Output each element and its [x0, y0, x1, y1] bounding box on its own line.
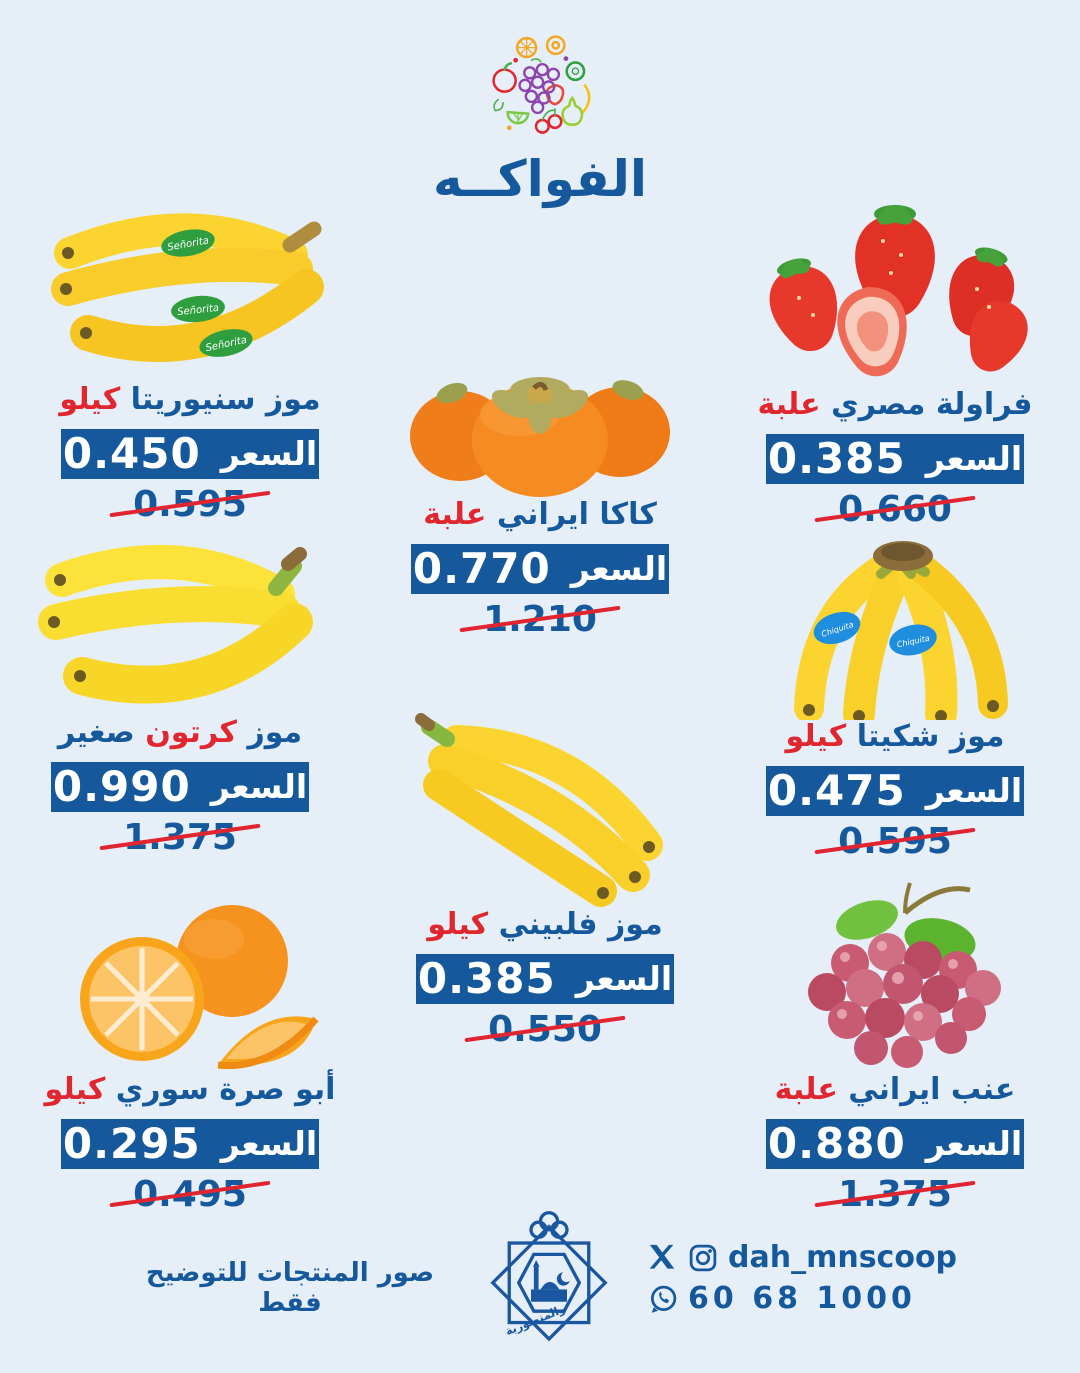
name-red: كيلو [59, 382, 121, 417]
name-red: علبة [757, 387, 821, 422]
price-value: 0.770 [412, 544, 551, 593]
price-bar: السعر 0.385 [416, 953, 674, 1004]
product-name: موز فلبيني كيلو [427, 907, 663, 943]
chiquita-sticker: Chiquita Chiquita [813, 611, 937, 656]
price-bar: السعر 0.880 [766, 1118, 1024, 1169]
old-price: 0.595 [125, 484, 255, 525]
price-value: 0.385 [417, 954, 556, 1003]
name-blue: موز سنيوريتا [130, 382, 321, 417]
product-name: موز سنيوريتا كيلو [59, 382, 321, 418]
price-bar: السعر 0.450 [61, 428, 319, 479]
disclaimer-note: صور المنتجات للتوضيح فقط [145, 1258, 435, 1318]
price-value: 0.880 [767, 1119, 906, 1168]
name-red: كرتون [145, 715, 237, 750]
price-value: 0.475 [767, 766, 906, 815]
svg-text:Señorita: Señorita [177, 303, 220, 318]
price-bar: السعر 0.385 [766, 433, 1024, 484]
name-blue: موز فلبيني [498, 907, 663, 942]
product-name: موز شكيتا كيلو [785, 719, 1005, 755]
old-price: 0.660 [830, 489, 960, 530]
price-bar: السعر 0.770 [411, 543, 669, 594]
chiquita-banana-image: Chiquita Chiquita [745, 528, 1045, 720]
name-blue2: صغير [57, 715, 135, 750]
price-label: السعر [570, 549, 668, 588]
coop-logo: والمنصورية [478, 1204, 620, 1358]
page-title: الفواكــه [433, 150, 647, 208]
price-label: السعر [220, 434, 318, 473]
name-blue: أبو صرة سوري [115, 1072, 336, 1107]
product-name: موز كرتون صغير [57, 715, 303, 751]
fruit-circle-icon [492, 35, 591, 134]
old-price: 0.595 [830, 821, 960, 862]
name-blue: موز شكيتا [856, 719, 1005, 754]
product-card-carton-banana: موز كرتون صغير السعر 0.990 1.375 [30, 518, 330, 858]
price-bar: السعر 0.295 [61, 1118, 319, 1169]
product-card-filipino-banana: موز فلبيني كيلو السعر 0.385 0.550 [395, 703, 695, 1050]
name-blue: فراولة مصري [831, 387, 1033, 422]
product-name: فراولة مصري علبة [757, 387, 1033, 423]
name-red: كيلو [785, 719, 847, 754]
product-card-senorita-banana: Señorita Señorita Señorita موز سنيوريتا … [40, 183, 340, 525]
phone-number: 60 68 1000 [688, 1281, 916, 1316]
name-red: كيلو [44, 1072, 106, 1107]
price-label: السعر [220, 1124, 318, 1163]
price-bar: السعر 0.990 [51, 761, 309, 812]
old-price: 0.495 [125, 1174, 255, 1215]
senorita-sticker: Señorita Señorita Señorita [161, 229, 253, 357]
old-price: 1.375 [115, 817, 245, 858]
price-label: السعر [925, 771, 1023, 810]
orange-image [40, 893, 340, 1073]
price-value: 0.450 [62, 429, 201, 478]
price-value: 0.295 [62, 1119, 201, 1168]
social-handle: dah_mnscoop [728, 1240, 958, 1275]
name-blue: عنب ايراني [848, 1072, 1016, 1107]
old-price: 1.210 [475, 599, 605, 640]
whatsapp-icon [651, 1285, 677, 1313]
price-label: السعر [925, 1124, 1023, 1163]
product-name: عنب ايراني علبة [774, 1072, 1016, 1108]
price-label: السعر [925, 439, 1023, 478]
filipino-banana-image [395, 703, 695, 908]
instagram-icon [689, 1244, 717, 1271]
name-red: كيلو [427, 907, 489, 942]
price-label: السعر [210, 767, 308, 806]
product-card-strawberry: فراولة مصري علبة السعر 0.385 0.660 [745, 203, 1045, 530]
product-card-chiquita-banana: Chiquita Chiquita موز شكيتا كيلو السعر 0… [745, 528, 1045, 862]
social-handles-row: dah_mnscoop [648, 1240, 957, 1275]
price-value: 0.990 [52, 762, 191, 811]
price-value: 0.385 [767, 434, 906, 483]
old-price: 0.550 [480, 1009, 610, 1050]
senorita-banana-image: Señorita Señorita Señorita [40, 183, 340, 383]
product-card-grapes: عنب ايراني علبة السعر 0.880 1.375 [745, 868, 1045, 1215]
twitter-x-icon [649, 1244, 675, 1269]
carton-banana-image [30, 518, 330, 716]
price-bar: السعر 0.475 [766, 765, 1024, 816]
product-name: كاكا ايراني علبة [423, 497, 657, 533]
persimmon-image [390, 348, 690, 498]
grapes-image [745, 868, 1045, 1073]
product-name: أبو صرة سوري كيلو [44, 1072, 336, 1108]
price-label: السعر [575, 959, 673, 998]
strawberry-image [745, 203, 1045, 388]
product-card-persimmon: كاكا ايراني علبة السعر 0.770 1.210 [390, 348, 690, 640]
social-links: dah_mnscoop 60 68 1000 [648, 1240, 957, 1316]
phone-row: 60 68 1000 [648, 1281, 957, 1316]
product-card-orange: أبو صرة سوري كيلو السعر 0.295 0.495 [40, 893, 340, 1215]
name-red: علبة [774, 1072, 838, 1107]
old-price: 1.375 [830, 1174, 960, 1215]
header: الفواكــه [0, 24, 1080, 208]
name-blue: كاكا ايراني [496, 497, 657, 532]
name-red: علبة [423, 497, 487, 532]
name-blue: موز [247, 715, 303, 750]
